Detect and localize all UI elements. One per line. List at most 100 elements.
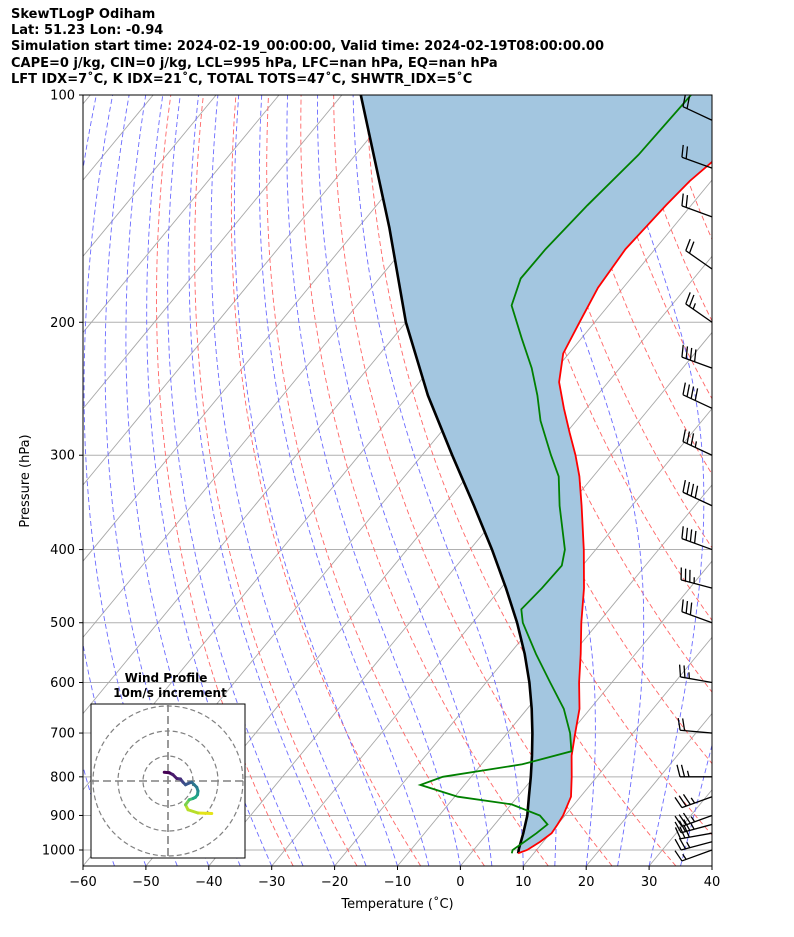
hodograph-title: Wind Profile (125, 671, 208, 685)
x-tick-label: 0 (456, 875, 464, 890)
wind-barb-flag (674, 821, 682, 834)
wind-barb-staff (682, 394, 713, 409)
wind-barb-flag (678, 664, 682, 677)
wind-barb (681, 144, 713, 169)
isotherm-line (83, 95, 406, 486)
wind-barb-flag (674, 827, 682, 840)
x-tick-label: 20 (578, 875, 595, 890)
hodograph-segment (196, 811, 214, 815)
wind-barb-flag (685, 527, 689, 541)
isotherm-line (522, 636, 712, 866)
wind-barb-half-flag (686, 841, 691, 848)
wind-barb-flag (685, 292, 691, 305)
wind-barb-flag (685, 346, 689, 359)
y-tick-label: 700 (50, 727, 75, 742)
y-tick-label: 800 (50, 770, 75, 785)
location-line: Lat: 51.23 Lon: -0.94 (11, 23, 164, 39)
wind-barb-flag (674, 838, 682, 851)
moist-adiabat-line (188, 95, 336, 866)
x-tick-label: −50 (132, 875, 159, 890)
wind-barb-flag (685, 238, 691, 251)
x-tick-label: −60 (69, 875, 96, 890)
wind-barb (685, 238, 713, 270)
y-tick-label: 200 (50, 316, 75, 331)
wind-barb-staff (680, 729, 713, 734)
wind-barb-half-flag (692, 303, 696, 310)
wind-barb-flag (693, 349, 697, 362)
wind-barb-staff (685, 303, 713, 323)
y-tick-label: 400 (50, 543, 75, 558)
isotherm-line (271, 331, 712, 866)
wind-barb-staff (681, 814, 713, 828)
isotherm-line (83, 95, 217, 257)
wind-barb (681, 599, 713, 624)
wind-barb-flag (683, 665, 686, 678)
wind-barb-staff (681, 156, 713, 169)
wind-barb-flag (674, 815, 683, 827)
wind-barb-staff (680, 579, 713, 589)
wind-barb-flag (690, 386, 695, 399)
wind-barb (677, 717, 713, 734)
wind-barb-half-flag (694, 441, 698, 448)
wind-barb-staff (681, 796, 713, 809)
chart-title: SkewTLogP Odiham (11, 7, 156, 22)
wind-barb-flag (693, 530, 697, 544)
hodograph-plot (91, 704, 245, 858)
dry-adiabat-line (333, 95, 613, 866)
x-axis-label: Temperature (˚C) (340, 896, 453, 912)
dry-adiabat-line (790, 95, 794, 866)
wind-barb-flag (685, 195, 689, 208)
y-tick-label: 500 (50, 616, 75, 631)
wind-barb-flag (674, 850, 683, 862)
cin-shading (360, 95, 712, 854)
wind-barb-flag (682, 793, 691, 805)
wind-barb-staff (682, 491, 713, 507)
y-tick-label: 1000 (42, 844, 75, 859)
y-tick-label: 100 (50, 89, 75, 104)
wind-barb-flag (682, 812, 691, 824)
dry-adiabat-line (691, 95, 712, 154)
wind-barb-flag (686, 384, 691, 397)
hodograph-subtitle: 10m/s increment (113, 686, 227, 700)
wind-barb-flag (694, 388, 699, 401)
wind-barb-flag (685, 146, 689, 159)
hodograph-segment (162, 770, 171, 775)
wind-barb-half-flag (682, 853, 687, 860)
wind-barb-flag (682, 718, 686, 731)
wind-barb-staff (681, 538, 713, 551)
isotherm-line (648, 789, 712, 866)
wind-barb-flag (681, 193, 684, 206)
wind-barb-flag (689, 602, 693, 615)
wind-barb-flag (682, 429, 686, 442)
wind-barb-staff (681, 611, 713, 624)
dry-adiabat-line (659, 95, 712, 241)
isotherm-line (83, 95, 91, 105)
temperature-profile-line (517, 160, 712, 855)
wind-barb (682, 382, 713, 409)
wind-barb-staff (681, 205, 713, 218)
chart-header: SkewTLogP Odiham Lat: 51.23 Lon: -0.94 S… (11, 7, 604, 88)
hodograph-inset: Wind Profile 10m/s increment (90, 671, 246, 859)
dry-adiabat-line (626, 95, 712, 322)
wind-barb-flag (686, 96, 691, 109)
wind-barb (681, 344, 713, 369)
isotherm-line (83, 95, 280, 334)
wind-barb-staff (680, 676, 713, 684)
wind-barb-flag (690, 433, 695, 446)
moist-adiabat-line (286, 95, 461, 866)
wind-barb-flag (685, 600, 689, 614)
wind-barb-flag (682, 382, 686, 395)
wind-barb (678, 664, 713, 684)
wind-barb (681, 526, 713, 551)
moist-adiabat-line (352, 95, 524, 866)
wind-barb (682, 94, 713, 121)
moist-adiabat-line (608, 95, 705, 866)
dry-adiabat-line (300, 95, 549, 866)
wind-barb-staff (682, 106, 713, 121)
wind-barb-staff (680, 832, 713, 840)
wind-barb-flag (688, 294, 695, 307)
x-tick-label: −20 (321, 875, 348, 890)
wind-barb-flag (674, 797, 683, 809)
wind-barb-flag (682, 94, 686, 107)
x-tick-label: −40 (195, 875, 222, 890)
